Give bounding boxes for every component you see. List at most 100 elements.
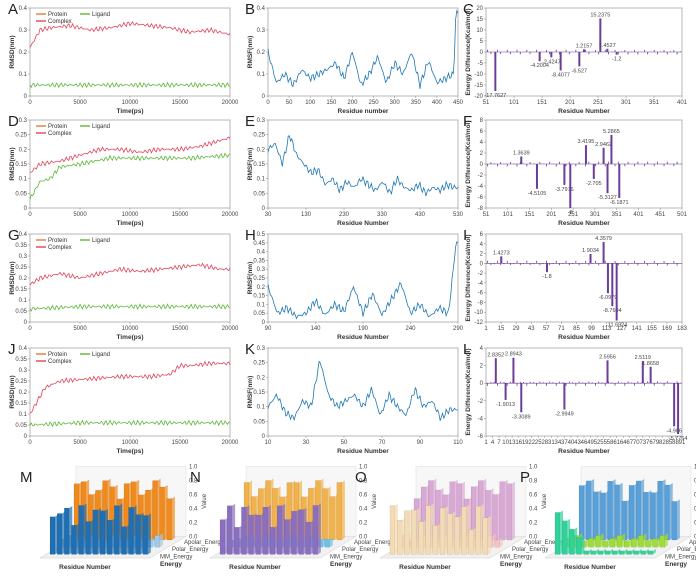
x-tick-label: 10000 — [122, 100, 139, 106]
energy-bar-value: -4.906 — [666, 428, 682, 434]
bar3d-mm_energy — [583, 550, 589, 555]
y-tick-label: 0.4 — [19, 6, 28, 12]
energy-bar — [584, 145, 587, 164]
bar3d-mm_energy — [418, 521, 424, 555]
bar3d-mm_energy — [611, 550, 618, 555]
bar3d-mm_energy — [590, 550, 596, 555]
bar3d-mm_energy — [71, 525, 77, 555]
y-tick-label: 6 — [480, 129, 484, 135]
x-tick-label: 20000 — [222, 440, 239, 446]
bar3d-mm_energy — [298, 509, 304, 555]
y-axis-label: Energy — [665, 561, 687, 568]
y-tick-label: 5 — [480, 39, 484, 45]
y-tick-label: 8 — [480, 118, 484, 124]
category-label-apolar_energy: Apolar_Energy — [184, 540, 224, 546]
bar3d-mm_energy — [446, 513, 453, 555]
x-axis-label: Residue number — [338, 108, 389, 115]
y-tick-label: 0.25 — [15, 265, 27, 271]
z-tick-label: 0.0 — [694, 534, 696, 540]
category-label-polar_energy: Polar_Energy — [677, 547, 696, 553]
x-tick-label: 155 — [647, 326, 658, 332]
energy-bar — [504, 383, 507, 400]
x-tick-label: 301 — [590, 212, 601, 218]
x-tick-label: 20000 — [222, 100, 239, 106]
x-tick-label: 90 — [265, 326, 272, 332]
z-axis-label: Value — [372, 493, 378, 509]
x-tick-label: 15 — [498, 326, 505, 332]
energy-bar-value: -1.8 — [542, 274, 551, 280]
x-tick-label: 251 — [568, 212, 579, 218]
y-tick-label: -8 — [478, 300, 484, 306]
panel-A: A 0 5000 10000 15000 20000 0 0.1 0.2 0.3 0.4 Time(p… — [8, 1, 239, 115]
legend-label-protein: Protein — [48, 12, 67, 18]
x-tick-label: 451 — [655, 212, 666, 218]
x-tick-label: 31 — [548, 440, 555, 446]
y-tick-label: -2 — [478, 399, 484, 405]
bar3d-polar_energy — [631, 538, 637, 548]
bar3d-mm_energy — [135, 514, 141, 555]
y-tick-label: 0.1 — [257, 177, 266, 183]
energy-bar — [583, 49, 585, 52]
energy-bar-value: 2.9462 — [595, 142, 612, 148]
y-axis-label: Energy — [330, 561, 352, 568]
series-line-ligand — [29, 303, 231, 312]
x-tick-label: 46 — [581, 440, 588, 446]
x-tick-label: 450 — [453, 100, 464, 106]
bar3d-mm_energy — [284, 519, 290, 555]
y-tick-label: 0.4 — [257, 250, 266, 256]
y-tick-label: 0.3 — [19, 118, 28, 124]
x-tick-label: 55 — [600, 440, 607, 446]
bar3d-side — [645, 548, 649, 555]
x-tick-label: 85 — [573, 326, 580, 332]
energy-bar-value: -5.7764 — [669, 436, 688, 442]
energy-bar-value: -6.0979 — [599, 295, 618, 301]
x-tick-label: 5000 — [73, 440, 87, 446]
bar3d-polar_energy — [588, 538, 594, 548]
bar3d-apolar_energy — [614, 484, 620, 541]
panel-label-M: M — [20, 469, 33, 486]
bar3d-mm_energy — [389, 505, 396, 555]
x-tick-label: 100 — [305, 100, 316, 106]
y-tick-label: -4 — [478, 184, 484, 190]
bar3d-mm_energy — [49, 516, 56, 555]
y-tick-label: -12 — [474, 320, 483, 326]
bar3d-mm_energy — [241, 506, 247, 555]
bar3d-apolar_energy — [607, 481, 613, 541]
x-tick-label: 201 — [546, 212, 557, 218]
bar3d-polar_energy — [602, 540, 608, 548]
bar3d-side — [676, 499, 680, 540]
bar3d-mm_energy — [56, 513, 63, 555]
panel-label-K: K — [245, 341, 255, 358]
panel-label-C: C — [463, 1, 474, 18]
x-tick-label: 15000 — [172, 326, 189, 332]
energy-bar-value: -6.527 — [572, 68, 588, 74]
y-tick-label: 0.3 — [257, 118, 266, 124]
y-tick-label: 2 — [480, 364, 484, 370]
energy-bar-value: -8.7604 — [603, 308, 622, 314]
y-tick-label: -10 — [474, 72, 483, 78]
panel-label-L: L — [463, 341, 471, 358]
x-axis-label: Residue Number — [59, 564, 111, 571]
bar3d-side — [511, 481, 515, 540]
legend-label-ligand: Ligand — [92, 124, 110, 130]
energy-bar — [606, 164, 609, 194]
series-line-rmsf — [267, 135, 459, 197]
bar3d-mm_energy — [121, 526, 127, 555]
y-tick-label: 0.05 — [15, 309, 27, 315]
y-tick-label: 0.2 — [257, 375, 266, 381]
series-line-complex — [29, 360, 231, 414]
x-tick-label: 230 — [339, 212, 350, 218]
energy-bar — [520, 156, 523, 164]
y-tick-label: 0.25 — [15, 379, 27, 385]
y-tick-label: 20 — [476, 6, 483, 12]
x-tick-label: 79 — [653, 440, 660, 446]
bar3d-mm_energy — [255, 514, 261, 555]
y-tick-label: 0.2 — [19, 390, 28, 396]
y-tick-label: 0.45 — [253, 241, 265, 247]
y-tick-label: 0.1 — [19, 72, 28, 78]
x-tick-label: 20000 — [222, 212, 239, 218]
y-tick-label: 0.2 — [257, 285, 266, 291]
energy-bar-value: -17.7627 — [484, 93, 506, 99]
bar3d-polar_energy — [616, 535, 623, 548]
y-axis-label: Energy Difference(Kcal/mol) — [465, 234, 472, 321]
